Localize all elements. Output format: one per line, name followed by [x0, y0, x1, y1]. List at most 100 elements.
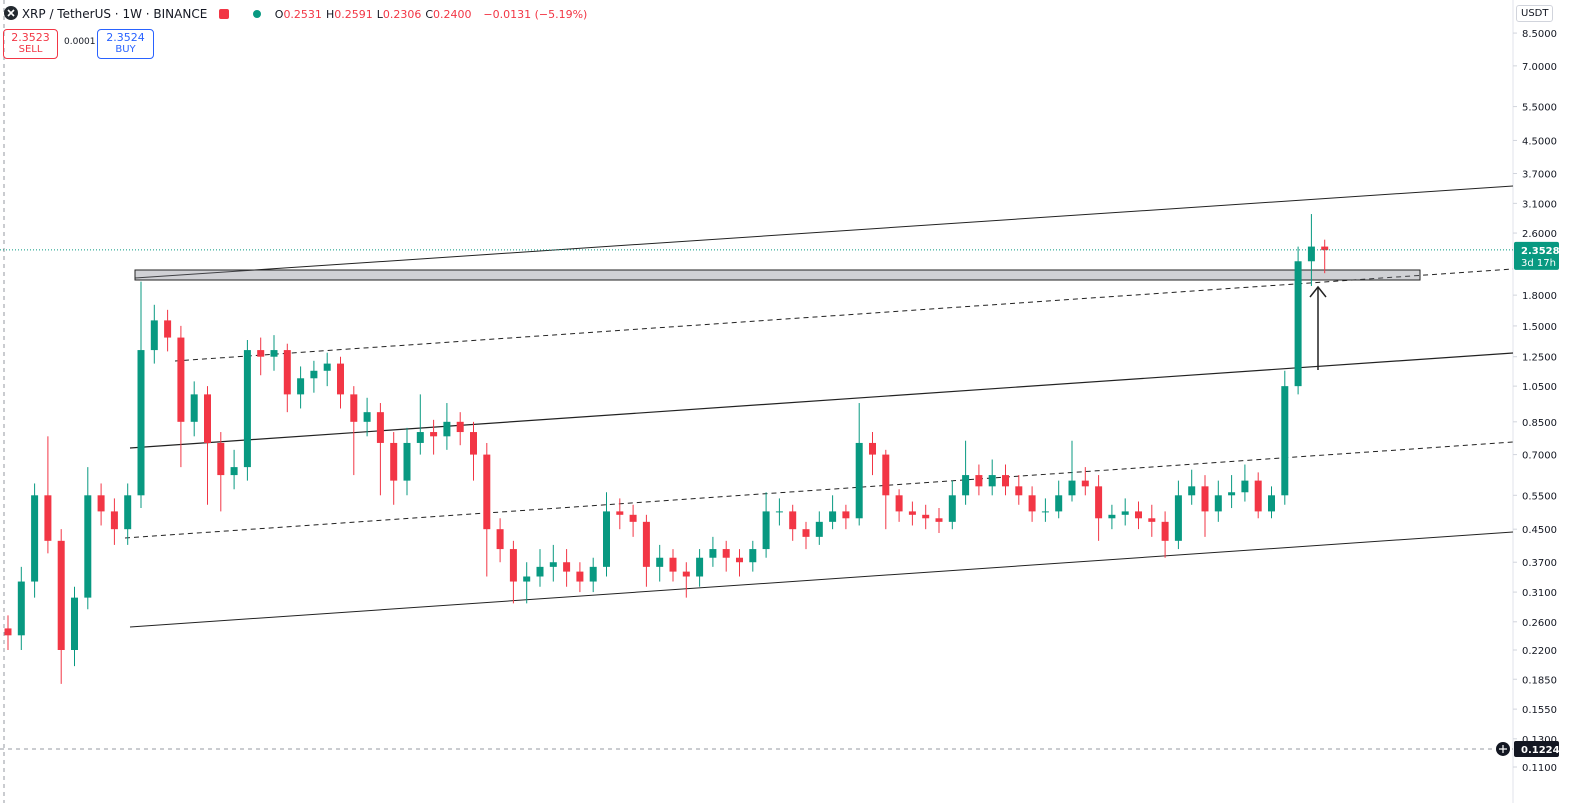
- add-icon: [1499, 744, 1507, 753]
- y-tick-label: 7.0000: [1522, 62, 1557, 73]
- candle-body: [283, 350, 291, 395]
- symbol[interactable]: XRP / TetherUS · 1W · BINANCE: [21, 7, 208, 21]
- y-tick-label: 1.5000: [1522, 322, 1557, 333]
- y-tick-label: 0.5500: [1522, 491, 1557, 502]
- candle-body: [470, 432, 477, 455]
- candle-body: [855, 442, 863, 519]
- change: −0.0131 (−5.19%): [483, 8, 588, 21]
- candle-body: [124, 495, 132, 530]
- ohlc-label: H: [325, 8, 335, 21]
- candle-body: [217, 442, 225, 476]
- candle-body: [589, 566, 597, 582]
- candle-body: [895, 495, 903, 512]
- candle-body: [576, 571, 584, 582]
- candle-body: [1241, 480, 1249, 493]
- candle-body: [243, 350, 251, 468]
- candle-body: [563, 562, 571, 572]
- candle-body: [44, 495, 52, 541]
- candle-body: [110, 511, 118, 530]
- candle-body: [71, 597, 78, 650]
- ohlc-value: 0.2306: [382, 8, 422, 21]
- candle-body: [496, 529, 504, 550]
- candle-body: [137, 350, 145, 496]
- candle-body: [1002, 475, 1009, 487]
- candle-body: [177, 337, 185, 422]
- candle-body: [416, 432, 424, 443]
- y-tick-label: 0.3100: [1522, 588, 1557, 599]
- y-tick-label: 0.2200: [1522, 646, 1557, 657]
- crosshair-price-label: 0.1224: [1521, 745, 1560, 756]
- y-tick-label: 0.1850: [1522, 675, 1557, 686]
- y-tick-label: 0.8500: [1522, 418, 1557, 429]
- candle-body: [603, 511, 610, 567]
- candle-body: [443, 421, 451, 437]
- y-tick-label: 4.5000: [1522, 136, 1557, 147]
- countdown: 3d 17h: [1521, 258, 1556, 269]
- candle-body: [84, 495, 92, 598]
- candle-body: [1055, 495, 1063, 512]
- buy-price: 2.3524: [106, 31, 145, 44]
- crosshair-price-box: [1514, 740, 1559, 757]
- y-tick-label: 3.1000: [1522, 199, 1557, 210]
- candle-body: [789, 511, 797, 530]
- last-price-label: 2.3528: [1521, 246, 1560, 257]
- candle-body: [430, 432, 438, 437]
- candle-body: [509, 549, 517, 582]
- candle-body: [363, 412, 371, 422]
- candle-body: [1028, 495, 1036, 512]
- flag: [219, 9, 230, 19]
- candle-body: [1254, 480, 1262, 512]
- zone-rectangle: [134, 269, 1421, 281]
- y-tick-label: 1.0500: [1522, 382, 1557, 393]
- y-tick-label: 0.1100: [1522, 763, 1557, 774]
- y-tick-label: 2.6000: [1522, 229, 1557, 240]
- trend-line-dashed: [174, 268, 1514, 362]
- candle-body: [323, 363, 331, 371]
- currency-button[interactable]: USDT: [1516, 5, 1554, 22]
- candle-body: [1188, 486, 1196, 496]
- symbol-bar: XRP / TetherUS · 1W · BINANCE O0.2531 H0.…: [4, 6, 587, 21]
- ohlc-label: L: [376, 8, 383, 21]
- candle-body: [1068, 480, 1076, 496]
- candle-body: [257, 350, 265, 357]
- ohlc-label: O: [274, 8, 284, 21]
- candle-body: [4, 628, 12, 636]
- sell-button[interactable]: 2.3523 SELL: [3, 29, 58, 59]
- y-tick-label: 0.4500: [1522, 525, 1557, 536]
- candle-body: [802, 529, 810, 537]
- ohlc-value: 0.2400: [433, 8, 472, 21]
- candle-body: [682, 571, 690, 577]
- candle-body: [1268, 495, 1275, 512]
- y-tick-label: 3.7000: [1522, 169, 1557, 180]
- y-tick-label: 0.1550: [1522, 705, 1557, 716]
- candle-body: [337, 363, 344, 395]
- candle-body: [57, 540, 65, 650]
- y-tick-label: 1.2500: [1522, 353, 1557, 364]
- ohlc: O0.2531 H0.2591 L0.2306 C0.2400: [275, 8, 476, 21]
- candle-body: [270, 350, 278, 357]
- candle-body: [1321, 246, 1329, 251]
- candle-body: [656, 557, 664, 567]
- candle-body: [882, 454, 890, 496]
- candle-body: [629, 514, 637, 522]
- candle-body: [483, 454, 491, 530]
- candle-body: [390, 442, 398, 481]
- candle-body: [1174, 495, 1182, 541]
- candle-body: [642, 521, 650, 567]
- buy-button[interactable]: 2.3524 BUY: [97, 29, 154, 59]
- candle-body: [922, 514, 930, 519]
- candle-body: [1121, 511, 1129, 515]
- candle-body: [869, 442, 876, 455]
- arrow-head: [1309, 285, 1327, 298]
- candle-body: [1095, 486, 1103, 519]
- candle-body: [1161, 521, 1169, 541]
- candle-body: [1081, 480, 1089, 487]
- candle-body: [164, 320, 172, 338]
- candle-body: [31, 495, 39, 582]
- y-tick-label: 0.2600: [1522, 618, 1557, 629]
- candle-body: [350, 394, 358, 422]
- candle-body: [403, 442, 411, 481]
- candle-body: [962, 475, 970, 496]
- candle-body: [17, 581, 25, 636]
